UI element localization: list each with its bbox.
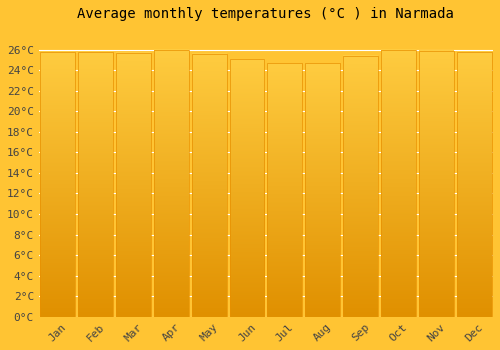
Bar: [116, 53, 151, 317]
Bar: [230, 59, 264, 317]
Bar: [381, 50, 416, 317]
Bar: [154, 50, 188, 317]
Bar: [343, 56, 378, 317]
Bar: [306, 63, 340, 317]
Bar: [268, 63, 302, 317]
Bar: [419, 51, 454, 317]
Title: Average monthly temperatures (°C ) in Narmada: Average monthly temperatures (°C ) in Na…: [78, 7, 454, 21]
Bar: [456, 52, 492, 317]
Bar: [78, 52, 113, 317]
Bar: [40, 52, 75, 317]
Bar: [192, 54, 226, 317]
